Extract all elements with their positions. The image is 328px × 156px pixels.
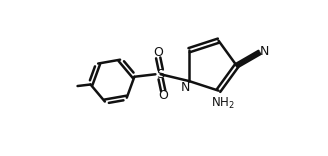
- Text: N: N: [259, 45, 269, 58]
- Text: O: O: [153, 46, 163, 59]
- Text: NH$_2$: NH$_2$: [211, 96, 235, 111]
- Text: N: N: [181, 81, 190, 94]
- Text: S: S: [156, 68, 165, 81]
- Text: O: O: [158, 89, 168, 102]
